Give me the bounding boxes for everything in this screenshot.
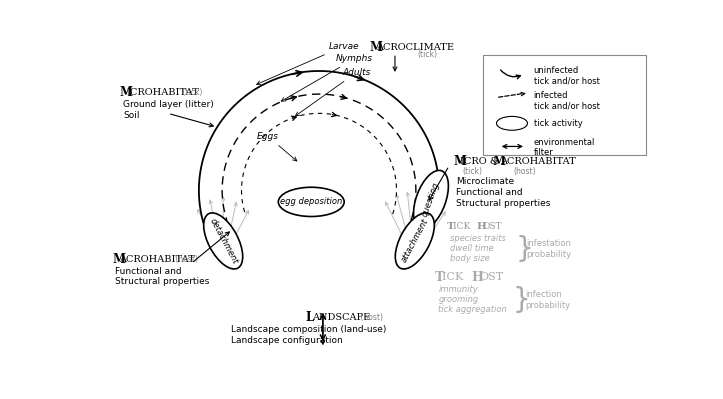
- Text: environmental: environmental: [534, 138, 595, 147]
- Text: questing: questing: [421, 181, 442, 218]
- Text: ICK: ICK: [453, 222, 474, 231]
- Text: Functional and: Functional and: [115, 267, 181, 276]
- Text: grooming: grooming: [438, 295, 479, 304]
- Text: T: T: [447, 222, 455, 231]
- Text: T: T: [435, 271, 445, 284]
- Text: OST: OST: [482, 222, 502, 231]
- Text: ACROHABITAT: ACROHABITAT: [119, 255, 194, 264]
- Ellipse shape: [395, 213, 435, 269]
- Text: species traits: species traits: [450, 234, 506, 243]
- Ellipse shape: [414, 170, 448, 229]
- Text: H: H: [471, 271, 484, 284]
- Text: Ground layer (litter): Ground layer (litter): [123, 101, 214, 109]
- Text: egg deposition: egg deposition: [280, 198, 343, 206]
- Text: M: M: [112, 253, 125, 266]
- Ellipse shape: [278, 187, 344, 217]
- Text: (host): (host): [358, 313, 382, 322]
- Text: attachment: attachment: [400, 217, 430, 265]
- Text: (tick): (tick): [463, 166, 482, 176]
- Text: }: }: [515, 235, 533, 263]
- Text: ANDSCAPE: ANDSCAPE: [312, 313, 370, 322]
- Text: immunity: immunity: [438, 285, 478, 294]
- Text: Landscape configuration: Landscape configuration: [231, 336, 343, 345]
- Text: (tick): (tick): [180, 88, 202, 97]
- Text: ICROHABITAT: ICROHABITAT: [127, 88, 200, 97]
- Text: ICRO &: ICRO &: [460, 157, 502, 166]
- Text: Larvae: Larvae: [257, 42, 359, 85]
- Text: M: M: [120, 86, 133, 99]
- Text: (host): (host): [173, 255, 197, 264]
- Text: L: L: [305, 311, 313, 324]
- Text: Soil: Soil: [123, 111, 140, 120]
- FancyBboxPatch shape: [483, 55, 646, 155]
- Text: Functional and: Functional and: [456, 188, 523, 197]
- Text: (tick): (tick): [417, 50, 437, 59]
- Text: Nymphs: Nymphs: [281, 54, 373, 101]
- Text: infestation: infestation: [526, 239, 572, 248]
- Text: dwell time: dwell time: [450, 244, 494, 253]
- Text: Structural properties: Structural properties: [456, 199, 550, 208]
- Text: ICK: ICK: [442, 273, 467, 282]
- Text: Structural properties: Structural properties: [115, 277, 210, 286]
- Text: Adults: Adults: [296, 68, 371, 116]
- Text: OST: OST: [479, 273, 503, 282]
- Text: Microclimate: Microclimate: [456, 178, 514, 186]
- Text: tick and/or host: tick and/or host: [534, 77, 599, 85]
- Text: M: M: [492, 155, 505, 168]
- Text: body size: body size: [450, 254, 489, 263]
- Text: Landscape composition (land-use): Landscape composition (land-use): [231, 325, 387, 334]
- Text: ACROHABITAT: ACROHABITAT: [500, 157, 576, 166]
- Text: tick activity: tick activity: [534, 119, 583, 128]
- Text: filter: filter: [534, 148, 553, 157]
- Text: H: H: [476, 222, 486, 231]
- Text: tick and/or host: tick and/or host: [534, 101, 599, 110]
- Text: infected: infected: [534, 91, 568, 100]
- Text: Eggs: Eggs: [257, 132, 297, 161]
- Text: M: M: [453, 155, 466, 168]
- Text: detachment: detachment: [208, 217, 239, 265]
- Text: infection: infection: [525, 290, 562, 299]
- Text: (host): (host): [513, 166, 536, 176]
- Text: ACROCLIMATE: ACROCLIMATE: [377, 43, 454, 52]
- Text: probability: probability: [526, 250, 572, 259]
- Text: M: M: [369, 41, 382, 54]
- Text: tick aggregation: tick aggregation: [438, 305, 507, 314]
- Text: }: }: [513, 286, 531, 314]
- Ellipse shape: [204, 213, 243, 269]
- Text: probability: probability: [525, 300, 570, 310]
- Text: uninfected: uninfected: [534, 67, 579, 75]
